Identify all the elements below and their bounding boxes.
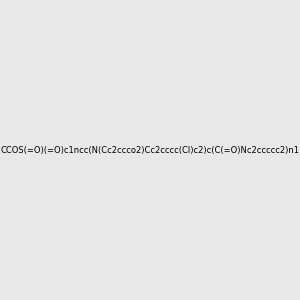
Text: CCOS(=O)(=O)c1ncc(N(Cc2ccco2)Cc2cccc(Cl)c2)c(C(=O)Nc2ccccc2)n1: CCOS(=O)(=O)c1ncc(N(Cc2ccco2)Cc2cccc(Cl)…	[1, 146, 299, 154]
